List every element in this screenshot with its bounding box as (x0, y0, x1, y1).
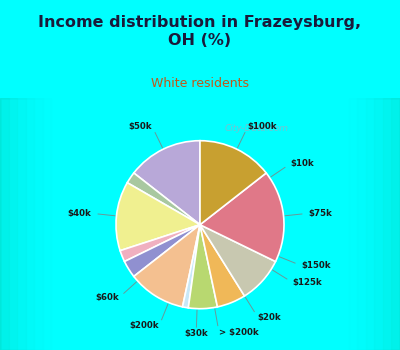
Bar (348, 98, 400, 350)
Text: $150k: $150k (301, 261, 331, 270)
Bar (340, 98, 400, 350)
Wedge shape (134, 141, 200, 225)
Text: $20k: $20k (258, 313, 282, 322)
Bar (0, 98, 8, 350)
Wedge shape (134, 225, 200, 307)
Text: $75k: $75k (309, 209, 332, 218)
Text: $40k: $40k (68, 209, 91, 218)
Bar (0, 98, 26, 350)
Bar (383, 98, 400, 350)
Text: Income distribution in Frazeysburg,
OH (%): Income distribution in Frazeysburg, OH (… (38, 15, 362, 48)
Wedge shape (200, 225, 244, 307)
Wedge shape (124, 225, 200, 276)
Wedge shape (188, 225, 218, 309)
Bar (0, 98, 52, 350)
Wedge shape (200, 141, 266, 225)
Bar (0, 98, 60, 350)
Bar (357, 98, 400, 350)
Bar (0, 98, 43, 350)
Wedge shape (200, 225, 276, 296)
Bar (374, 98, 400, 350)
Wedge shape (120, 225, 200, 261)
Wedge shape (182, 225, 200, 308)
Wedge shape (200, 173, 284, 261)
Text: $10k: $10k (290, 159, 314, 168)
Text: $125k: $125k (293, 278, 322, 287)
Wedge shape (127, 173, 200, 225)
Bar (0, 98, 34, 350)
Text: City-Data.com: City-Data.com (225, 124, 289, 133)
Text: $100k: $100k (248, 122, 278, 131)
Bar (366, 98, 400, 350)
Text: $50k: $50k (128, 122, 152, 131)
Wedge shape (116, 183, 200, 251)
Bar (392, 98, 400, 350)
Text: > $200k: > $200k (219, 328, 259, 337)
Text: $200k: $200k (130, 321, 159, 330)
Text: White residents: White residents (151, 77, 249, 90)
Bar (0, 98, 17, 350)
Text: $30k: $30k (184, 329, 208, 338)
Text: $60k: $60k (95, 293, 119, 302)
